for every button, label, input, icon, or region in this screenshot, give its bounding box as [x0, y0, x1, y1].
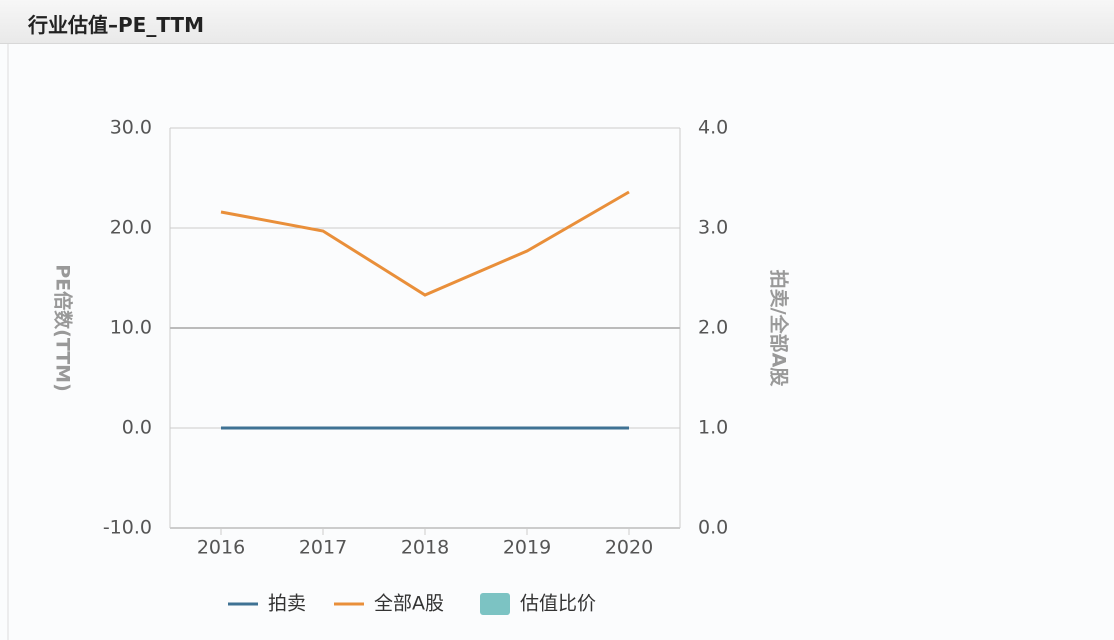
y2-axis-title: 拍卖/全部A股: [768, 270, 791, 387]
y-axis-title: PE倍数(TTM): [52, 264, 75, 392]
header: 行业估值–PE_TTM: [0, 0, 1114, 44]
series-line: [220, 190, 630, 297]
x-tick-label: 2020: [605, 537, 653, 559]
title: 行业估值–PE_TTM: [28, 13, 204, 37]
x-tick-label: 2019: [503, 537, 551, 559]
legend-label: 估值比价: [520, 593, 596, 615]
y-tick-label: 30.0: [110, 117, 152, 139]
y2-tick-label: 1.0: [698, 417, 728, 439]
y-tick-label: 20.0: [110, 217, 152, 239]
y2-tick-label: 3.0: [698, 217, 728, 239]
x-tick-label: 2018: [401, 537, 449, 559]
y-tick-label: 10.0: [110, 317, 152, 339]
y2-tick-label: 4.0: [698, 117, 728, 139]
y2-tick-label: 2.0: [698, 317, 728, 339]
legend-label: 拍卖: [268, 593, 306, 615]
y2-tick-label: 0.0: [698, 517, 728, 539]
legend-swatch: [480, 593, 510, 615]
legend-label: 全部A股: [374, 593, 444, 615]
x-tick-label: 2017: [299, 537, 347, 559]
y-tick-label: 0.0: [122, 417, 152, 439]
x-tick-label: 2016: [197, 537, 245, 559]
y-tick-label: -10.0: [103, 517, 152, 539]
